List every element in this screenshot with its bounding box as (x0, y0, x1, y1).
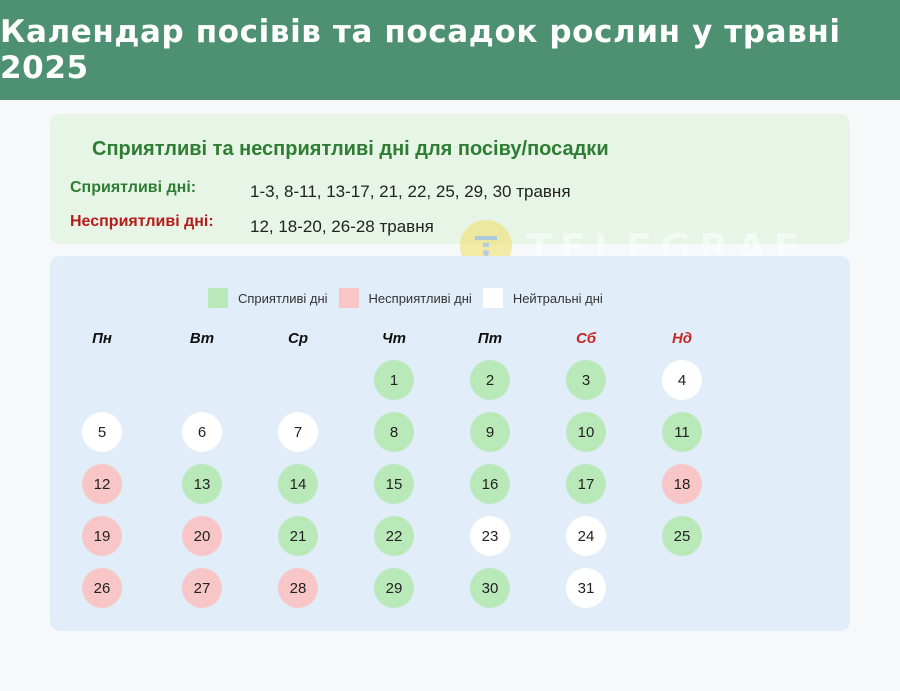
day-13: 13 (182, 464, 222, 504)
day-22: 22 (374, 516, 414, 556)
day-24: 24 (566, 516, 606, 556)
legend-swatch-neutral (482, 288, 503, 308)
calendar-panel: Сприятливі дні Несприятливі дні Нейтраль… (50, 256, 850, 631)
day-28: 28 (278, 568, 318, 608)
day-15: 15 (374, 464, 414, 504)
legend-label-good: Сприятливі дні (238, 290, 328, 306)
good-days-label: Сприятливі дні: (70, 179, 197, 196)
legend: Сприятливі дні Несприятливі дні Нейтраль… (208, 288, 614, 308)
info-title: Сприятливі та несприятливі дні для посів… (92, 138, 609, 160)
day-29: 29 (374, 568, 414, 608)
day-14: 14 (278, 464, 318, 504)
bad-days-value: 12, 18-20, 26-28 травня (250, 217, 434, 236)
day-31: 31 (566, 568, 606, 608)
day-23: 23 (470, 516, 510, 556)
legend-label-bad: Несприятливі дні (368, 290, 472, 306)
day-3: 3 (566, 360, 606, 400)
good-days-value: 1-3, 8-11, 13-17, 21, 22, 25, 29, 30 тра… (250, 182, 571, 201)
day-7: 7 (278, 412, 318, 452)
day-25: 25 (662, 516, 702, 556)
day-17: 17 (566, 464, 606, 504)
bad-days-label: Несприятливі дні: (70, 213, 214, 230)
info-panel: Сприятливі та несприятливі дні для посів… (50, 114, 850, 244)
day-9: 9 (470, 412, 510, 452)
day-5: 5 (82, 412, 122, 452)
day-27: 27 (182, 568, 222, 608)
weekday-header-7: Нд (671, 330, 693, 347)
legend-item-neutral: Нейтральні дні (482, 288, 603, 308)
day-19: 19 (82, 516, 122, 556)
day-30: 30 (470, 568, 510, 608)
day-16: 16 (470, 464, 510, 504)
day-11: 11 (662, 412, 702, 452)
legend-item-bad: Несприятливі дні (338, 288, 472, 308)
day-4: 4 (662, 360, 702, 400)
day-6: 6 (182, 412, 222, 452)
day-8: 8 (374, 412, 414, 452)
page-title: Календар посівів та посадок рослин у тра… (0, 14, 841, 86)
weekday-header-6: Сб (575, 330, 597, 347)
day-21: 21 (278, 516, 318, 556)
weekday-header-3: Ср (288, 330, 308, 347)
day-1: 1 (374, 360, 414, 400)
legend-label-neutral: Нейтральні дні (512, 290, 603, 306)
day-26: 26 (82, 568, 122, 608)
legend-swatch-bad (338, 288, 359, 308)
legend-item-good: Сприятливі дні (208, 288, 328, 308)
day-2: 2 (470, 360, 510, 400)
weekday-header-2: Вт (189, 330, 215, 347)
day-10: 10 (566, 412, 606, 452)
day-20: 20 (182, 516, 222, 556)
legend-swatch-good (208, 288, 228, 308)
weekday-header-4: Чт (382, 330, 406, 347)
day-12: 12 (82, 464, 122, 504)
weekday-header-5: Пт (477, 330, 503, 347)
weekday-header-1: Пн (92, 330, 112, 347)
day-18: 18 (662, 464, 702, 504)
header-banner: Календар посівів та посадок рослин у тра… (0, 0, 900, 100)
